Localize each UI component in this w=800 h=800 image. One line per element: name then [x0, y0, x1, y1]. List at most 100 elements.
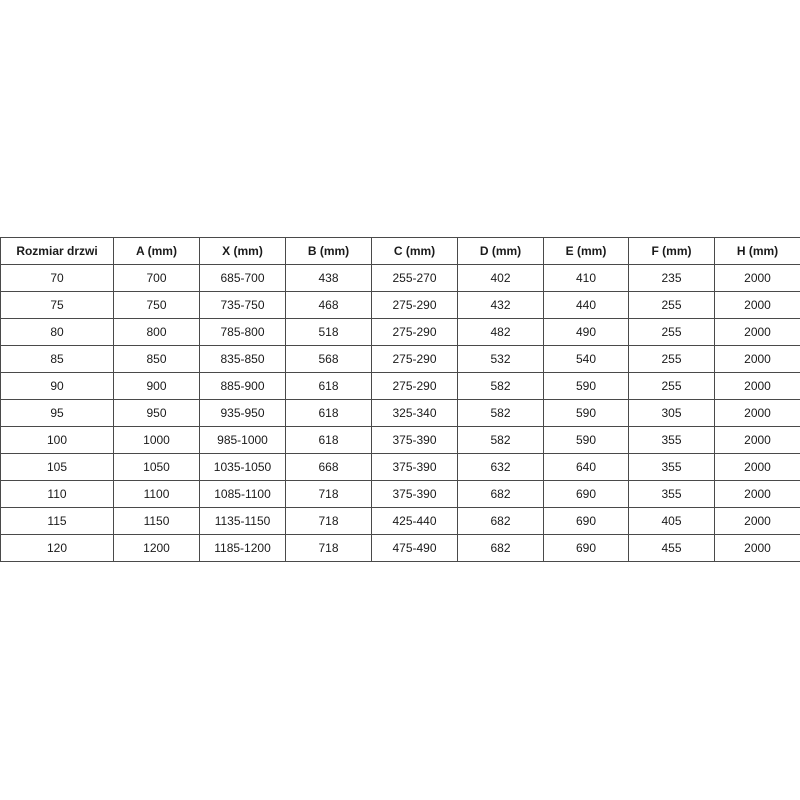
table-cell: 685-700	[199, 264, 286, 292]
table-cell: 590	[543, 372, 629, 400]
table-cell: 518	[285, 318, 372, 346]
table-cell: 70	[0, 264, 114, 292]
column-header: A (mm)	[113, 237, 200, 265]
table-cell: 425-440	[371, 507, 458, 535]
table-cell: 2000	[714, 480, 800, 508]
table-cell: 2000	[714, 372, 800, 400]
table-cell: 2000	[714, 534, 800, 562]
table-row: 95 950 935-950 618 325-340 582 590 305 2000	[0, 399, 800, 427]
table-cell: 850	[113, 345, 200, 373]
table-cell: 1150	[113, 507, 200, 535]
table-cell: 2000	[714, 453, 800, 481]
table-row: 120 1200 1185-1200 718 475-490 682 690 455 2000	[0, 534, 800, 562]
table-cell: 582	[457, 426, 544, 454]
table-cell: 632	[457, 453, 544, 481]
table-cell: 800	[113, 318, 200, 346]
table-cell: 235	[628, 264, 715, 292]
table-cell: 455	[628, 534, 715, 562]
table-cell: 1185-1200	[199, 534, 286, 562]
table-cell: 410	[543, 264, 629, 292]
table-cell: 375-390	[371, 426, 458, 454]
table-cell: 325-340	[371, 399, 458, 427]
table-cell: 75	[0, 291, 114, 319]
table-cell: 2000	[714, 318, 800, 346]
table-cell: 785-800	[199, 318, 286, 346]
table-cell: 835-850	[199, 345, 286, 373]
table-cell: 935-950	[199, 399, 286, 427]
table-cell: 100	[0, 426, 114, 454]
table-cell: 1135-1150	[199, 507, 286, 535]
table-cell: 2000	[714, 507, 800, 535]
table-cell: 355	[628, 426, 715, 454]
table-cell: 2000	[714, 426, 800, 454]
table-cell: 668	[285, 453, 372, 481]
column-header: F (mm)	[628, 237, 715, 265]
table-cell: 690	[543, 534, 629, 562]
table-cell: 95	[0, 399, 114, 427]
table-cell: 375-390	[371, 480, 458, 508]
table-cell: 718	[285, 534, 372, 562]
table-cell: 482	[457, 318, 544, 346]
table-cell: 255	[628, 345, 715, 373]
table-row: 100 1000 985-1000 618 375-390 582 590 355 2000	[0, 426, 800, 454]
table-cell: 985-1000	[199, 426, 286, 454]
column-header: X (mm)	[199, 237, 286, 265]
table-cell: 275-290	[371, 291, 458, 319]
table-cell: 1035-1050	[199, 453, 286, 481]
table-cell: 438	[285, 264, 372, 292]
table-row: 110 1100 1085-1100 718 375-390 682 690 355 2000	[0, 480, 800, 508]
table-cell: 2000	[714, 291, 800, 319]
table-row: 85 850 835-850 568 275-290 532 540 255 2000	[0, 345, 800, 373]
table-cell: 402	[457, 264, 544, 292]
table-row: 80 800 785-800 518 275-290 482 490 255 2000	[0, 318, 800, 346]
table-cell: 375-390	[371, 453, 458, 481]
table-cell: 275-290	[371, 318, 458, 346]
table-cell: 105	[0, 453, 114, 481]
table-cell: 110	[0, 480, 114, 508]
table-cell: 950	[113, 399, 200, 427]
table-row: 70 700 685-700 438 255-270 402 410 235 2000	[0, 264, 800, 292]
table-cell: 750	[113, 291, 200, 319]
table-cell: 532	[457, 345, 544, 373]
table-cell: 355	[628, 453, 715, 481]
table-cell: 255	[628, 372, 715, 400]
table-cell: 115	[0, 507, 114, 535]
table-cell: 640	[543, 453, 629, 481]
column-header: E (mm)	[543, 237, 629, 265]
table-row: 105 1050 1035-1050 668 375-390 632 640 355 2000	[0, 453, 800, 481]
table-cell: 305	[628, 399, 715, 427]
column-header: Rozmiar drzwi	[0, 237, 114, 265]
table-cell: 618	[285, 372, 372, 400]
table-cell: 255	[628, 291, 715, 319]
table-cell: 85	[0, 345, 114, 373]
table-cell: 1050	[113, 453, 200, 481]
door-size-table: Rozmiar drzwi A (mm) X (mm) B (mm) C (mm) D (…	[0, 237, 800, 562]
table-cell: 568	[285, 345, 372, 373]
table-cell: 255	[628, 318, 715, 346]
table-cell: 90	[0, 372, 114, 400]
column-header: H (mm)	[714, 237, 800, 265]
table-row: 75 750 735-750 468 275-290 432 440 255 2000	[0, 291, 800, 319]
table-cell: 700	[113, 264, 200, 292]
table-cell: 475-490	[371, 534, 458, 562]
table-cell: 682	[457, 534, 544, 562]
table-cell: 590	[543, 426, 629, 454]
header-row: Rozmiar drzwi A (mm) X (mm) B (mm) C (mm) D (…	[0, 237, 800, 265]
column-header: B (mm)	[285, 237, 372, 265]
table-cell: 1000	[113, 426, 200, 454]
table-cell: 690	[543, 507, 629, 535]
table-cell: 582	[457, 399, 544, 427]
table-cell: 1200	[113, 534, 200, 562]
table-cell: 718	[285, 480, 372, 508]
table-cell: 275-290	[371, 345, 458, 373]
table-cell: 1100	[113, 480, 200, 508]
table-cell: 275-290	[371, 372, 458, 400]
table-cell: 682	[457, 507, 544, 535]
table-cell: 1085-1100	[199, 480, 286, 508]
table-cell: 405	[628, 507, 715, 535]
table-cell: 120	[0, 534, 114, 562]
table-row: 115 1150 1135-1150 718 425-440 682 690 405 2000	[0, 507, 800, 535]
table-row: 90 900 885-900 618 275-290 582 590 255 2000	[0, 372, 800, 400]
table-cell: 490	[543, 318, 629, 346]
table-cell: 440	[543, 291, 629, 319]
